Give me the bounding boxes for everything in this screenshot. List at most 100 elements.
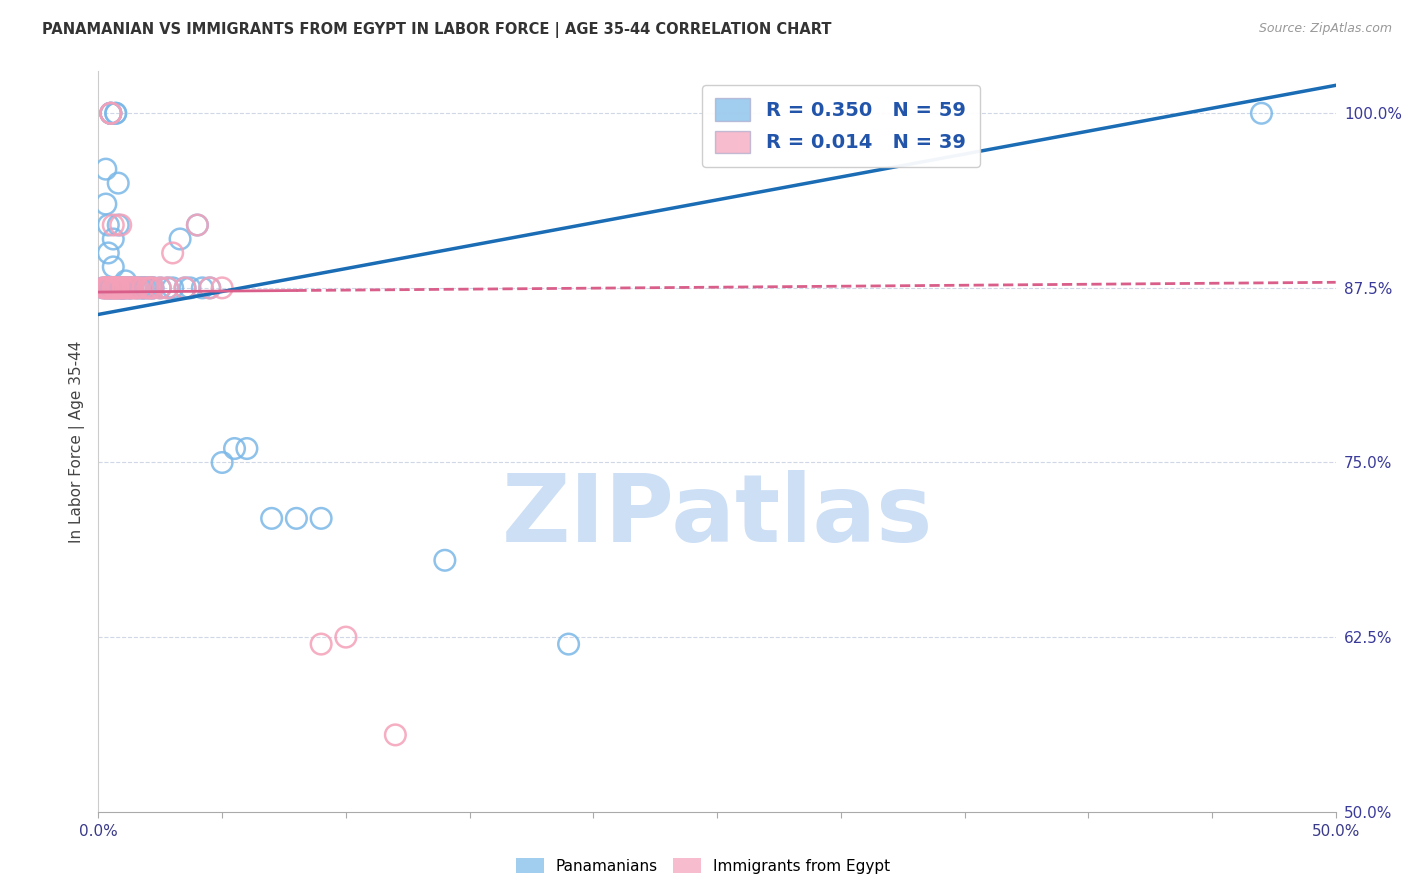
Point — [107, 281, 129, 295]
Point — [335, 630, 357, 644]
Point — [129, 281, 152, 295]
Point — [236, 442, 259, 456]
Point — [260, 511, 283, 525]
Point — [112, 281, 135, 295]
Point — [120, 281, 142, 295]
Point — [107, 176, 129, 190]
Point — [433, 553, 456, 567]
Point — [309, 511, 332, 525]
Point — [142, 281, 165, 295]
Point — [186, 218, 208, 232]
Point — [117, 281, 139, 295]
Point — [93, 281, 115, 295]
Point — [117, 281, 139, 295]
Point — [104, 106, 127, 120]
Point — [107, 281, 129, 295]
Point — [142, 281, 165, 295]
Point — [103, 260, 125, 274]
Point — [136, 281, 159, 295]
Point — [97, 281, 120, 295]
Point — [285, 511, 308, 525]
Point — [120, 281, 142, 295]
Point — [162, 246, 184, 260]
Point — [103, 232, 125, 246]
Point — [114, 274, 136, 288]
Point — [103, 281, 125, 295]
Point — [179, 281, 201, 295]
Point — [122, 281, 145, 295]
Point — [107, 218, 129, 232]
Point — [100, 106, 122, 120]
Point — [93, 281, 115, 295]
Point — [139, 281, 162, 295]
Point — [100, 106, 122, 120]
Point — [104, 106, 127, 120]
Point — [97, 281, 120, 295]
Point — [97, 246, 120, 260]
Point — [94, 281, 117, 295]
Point — [104, 281, 127, 295]
Point — [104, 281, 127, 295]
Point — [156, 281, 179, 295]
Point — [211, 455, 233, 469]
Point — [112, 281, 135, 295]
Point — [1250, 106, 1272, 120]
Point — [114, 281, 136, 295]
Point — [127, 281, 149, 295]
Text: ZIPatlas: ZIPatlas — [502, 469, 932, 562]
Point — [107, 281, 129, 295]
Point — [132, 281, 155, 295]
Point — [112, 281, 135, 295]
Point — [112, 281, 135, 295]
Text: PANAMANIAN VS IMMIGRANTS FROM EGYPT IN LABOR FORCE | AGE 35-44 CORRELATION CHART: PANAMANIAN VS IMMIGRANTS FROM EGYPT IN L… — [42, 22, 832, 38]
Point — [110, 281, 132, 295]
Point — [198, 281, 221, 295]
Point — [94, 281, 117, 295]
Point — [100, 106, 122, 120]
Point — [174, 281, 197, 295]
Point — [191, 281, 214, 295]
Text: Source: ZipAtlas.com: Source: ZipAtlas.com — [1258, 22, 1392, 36]
Point — [94, 197, 117, 211]
Point — [94, 281, 117, 295]
Point — [169, 232, 191, 246]
Y-axis label: In Labor Force | Age 35-44: In Labor Force | Age 35-44 — [69, 341, 84, 542]
Legend: R = 0.350   N = 59, R = 0.014   N = 39: R = 0.350 N = 59, R = 0.014 N = 39 — [702, 85, 980, 167]
Point — [132, 281, 155, 295]
Point — [224, 442, 246, 456]
Point — [124, 281, 146, 295]
Point — [120, 281, 142, 295]
Point — [162, 281, 184, 295]
Point — [112, 281, 135, 295]
Point — [156, 281, 179, 295]
Point — [132, 281, 155, 295]
Point — [110, 218, 132, 232]
Point — [149, 281, 172, 295]
Point — [139, 281, 162, 295]
Point — [94, 162, 117, 177]
Point — [100, 281, 122, 295]
Point — [100, 106, 122, 120]
Point — [100, 106, 122, 120]
Point — [136, 281, 159, 295]
Point — [100, 281, 122, 295]
Point — [211, 281, 233, 295]
Point — [97, 281, 120, 295]
Point — [114, 281, 136, 295]
Point — [198, 281, 221, 295]
Point — [103, 281, 125, 295]
Point — [97, 218, 120, 232]
Point — [149, 281, 172, 295]
Point — [110, 281, 132, 295]
Point — [384, 728, 406, 742]
Point — [124, 281, 146, 295]
Point — [110, 281, 132, 295]
Point — [174, 281, 197, 295]
Point — [103, 281, 125, 295]
Point — [104, 281, 127, 295]
Point — [134, 281, 156, 295]
Point — [103, 218, 125, 232]
Point — [127, 281, 149, 295]
Point — [557, 637, 579, 651]
Point — [142, 281, 165, 295]
